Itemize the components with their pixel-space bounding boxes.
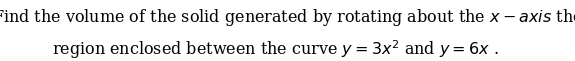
Text: region enclosed between the curve $y=3x^{2}$ and $y=6x$ .: region enclosed between the curve $y=3x^… [52,39,499,61]
Text: Find the volume of the solid generated by rotating about the $\mathit{x-axis}$ t: Find the volume of the solid generated b… [0,7,575,28]
